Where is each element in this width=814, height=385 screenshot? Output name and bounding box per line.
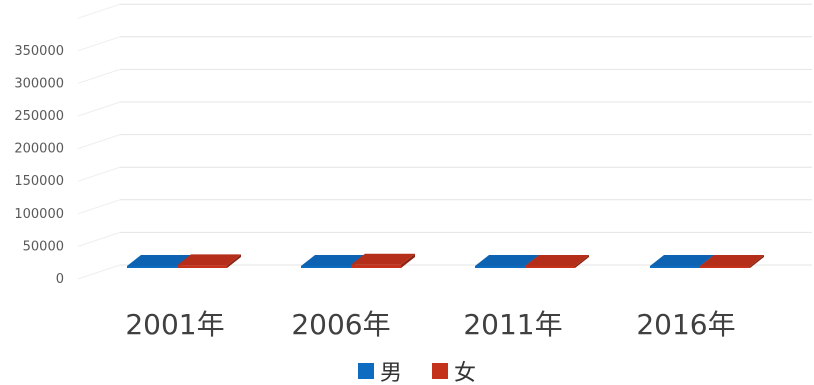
gridline-depth [77, 199, 121, 215]
bars [127, 253, 764, 268]
legend-label: 男 [380, 361, 402, 385]
gridline-depth [77, 3, 121, 19]
y-tick-label: 100000 [14, 207, 64, 222]
gridline-depth [77, 68, 121, 84]
gridline-depth [77, 231, 121, 247]
bar-female [525, 255, 589, 268]
y-tick-label: 300000 [14, 76, 64, 91]
legend-swatch [358, 363, 374, 379]
x-tick-label: 2011年 [463, 308, 562, 341]
bar-female [351, 253, 415, 268]
gridline-depth [77, 166, 121, 182]
y-tick-label: 150000 [14, 174, 64, 189]
bar-female [177, 254, 241, 268]
x-tick-label: 2016年 [636, 308, 735, 341]
gridlines [77, 3, 812, 280]
y-tick-label: 350000 [14, 44, 64, 59]
gridline-depth [77, 36, 121, 52]
x-tick-label: 2006年 [291, 308, 390, 341]
y-axis: 0 50000 100000 150000 200000 250000 300000 3500… [14, 44, 64, 287]
x-axis: 2001年 2006年 2011年 2016年 [125, 308, 735, 341]
y-tick-label: 0 [56, 272, 64, 287]
legend-item: 男 [358, 361, 402, 385]
legend: 男女 [358, 361, 476, 385]
gridline-depth [77, 101, 121, 117]
y-tick-label: 200000 [14, 142, 64, 157]
x-tick-label: 2001年 [125, 308, 224, 341]
y-tick-label: 250000 [14, 109, 64, 124]
y-tick-label: 50000 [23, 239, 64, 254]
gridline-depth [77, 134, 121, 150]
gridline-depth [77, 264, 121, 280]
legend-item: 女 [432, 361, 476, 385]
bar-female [700, 255, 764, 268]
legend-swatch [432, 363, 448, 379]
legend-label: 女 [454, 361, 476, 385]
